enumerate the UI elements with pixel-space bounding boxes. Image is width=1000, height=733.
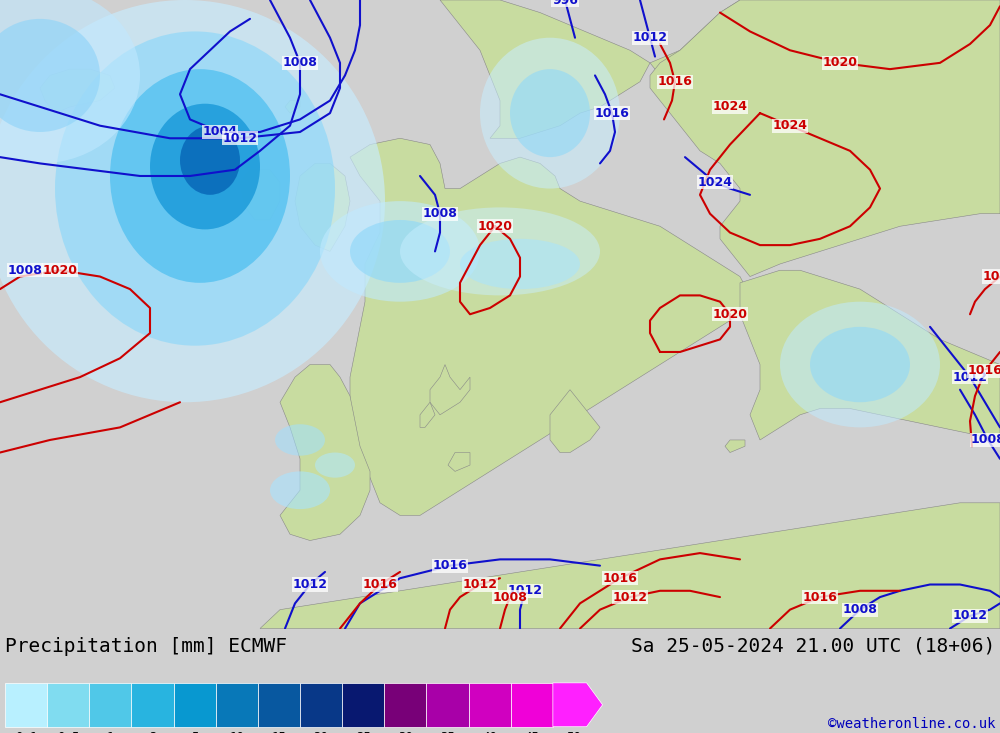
Text: ©weatheronline.co.uk: ©weatheronline.co.uk bbox=[828, 717, 995, 731]
Bar bbox=[5, 683, 47, 726]
Polygon shape bbox=[430, 364, 470, 415]
Text: 1012: 1012 bbox=[952, 371, 988, 383]
Bar bbox=[174, 683, 216, 726]
Text: 1020: 1020 bbox=[478, 220, 512, 233]
Text: 5: 5 bbox=[191, 731, 198, 733]
Bar bbox=[89, 683, 131, 726]
Bar bbox=[342, 683, 384, 726]
Text: 1016: 1016 bbox=[595, 106, 629, 119]
Text: 1008: 1008 bbox=[971, 433, 1000, 446]
Ellipse shape bbox=[780, 302, 940, 427]
Text: 1016: 1016 bbox=[603, 572, 637, 585]
Text: 1012: 1012 bbox=[612, 591, 648, 603]
Text: 1008: 1008 bbox=[283, 56, 317, 70]
Text: 1012: 1012 bbox=[292, 578, 328, 591]
Polygon shape bbox=[740, 270, 1000, 440]
Text: 996: 996 bbox=[552, 0, 578, 7]
Text: 45: 45 bbox=[524, 731, 539, 733]
Bar bbox=[216, 683, 258, 726]
Ellipse shape bbox=[0, 19, 100, 132]
Text: 1012: 1012 bbox=[222, 132, 258, 145]
Text: 50: 50 bbox=[566, 731, 581, 733]
Text: 1012: 1012 bbox=[462, 578, 498, 591]
Ellipse shape bbox=[810, 327, 910, 402]
Polygon shape bbox=[650, 0, 1000, 276]
Bar bbox=[426, 683, 469, 726]
Text: 1004: 1004 bbox=[202, 125, 238, 139]
Text: 1020: 1020 bbox=[822, 56, 858, 70]
Text: 1012: 1012 bbox=[508, 584, 542, 597]
Text: Precipitation [mm] ECMWF: Precipitation [mm] ECMWF bbox=[5, 637, 287, 656]
Ellipse shape bbox=[275, 424, 325, 456]
Text: 1008: 1008 bbox=[843, 603, 877, 616]
Polygon shape bbox=[260, 503, 1000, 628]
Text: 2: 2 bbox=[149, 731, 156, 733]
Ellipse shape bbox=[110, 69, 290, 283]
Ellipse shape bbox=[315, 452, 355, 478]
Polygon shape bbox=[40, 69, 115, 113]
Polygon shape bbox=[350, 139, 750, 515]
Text: 1008: 1008 bbox=[423, 207, 457, 220]
Text: 1012: 1012 bbox=[633, 32, 668, 44]
Ellipse shape bbox=[0, 0, 140, 163]
Text: 15: 15 bbox=[271, 731, 286, 733]
Polygon shape bbox=[280, 364, 370, 540]
Text: 1008: 1008 bbox=[8, 264, 42, 277]
Polygon shape bbox=[440, 0, 650, 139]
Ellipse shape bbox=[0, 0, 385, 402]
Ellipse shape bbox=[55, 32, 335, 346]
Text: 0.1: 0.1 bbox=[15, 731, 37, 733]
Polygon shape bbox=[650, 0, 820, 95]
Ellipse shape bbox=[480, 37, 620, 188]
Bar bbox=[300, 683, 342, 726]
Bar bbox=[511, 683, 553, 726]
Text: 1020: 1020 bbox=[42, 264, 78, 277]
Ellipse shape bbox=[270, 471, 330, 509]
Text: 40: 40 bbox=[482, 731, 497, 733]
Ellipse shape bbox=[510, 69, 590, 157]
Polygon shape bbox=[295, 163, 350, 251]
Text: 0.5: 0.5 bbox=[57, 731, 79, 733]
Polygon shape bbox=[448, 452, 470, 471]
Ellipse shape bbox=[180, 125, 240, 195]
Text: 1024: 1024 bbox=[698, 176, 732, 189]
Bar bbox=[469, 683, 511, 726]
Polygon shape bbox=[285, 100, 300, 113]
Text: 1016: 1016 bbox=[363, 578, 397, 591]
Polygon shape bbox=[420, 402, 435, 427]
Polygon shape bbox=[553, 683, 603, 726]
Polygon shape bbox=[725, 440, 745, 452]
Text: 1012: 1012 bbox=[952, 609, 988, 622]
Text: 25: 25 bbox=[356, 731, 371, 733]
Text: 1016: 1016 bbox=[433, 559, 467, 572]
Polygon shape bbox=[240, 170, 280, 220]
Text: 10: 10 bbox=[229, 731, 244, 733]
Bar bbox=[258, 683, 300, 726]
Text: 35: 35 bbox=[440, 731, 455, 733]
Text: 30: 30 bbox=[398, 731, 413, 733]
Text: 1020: 1020 bbox=[982, 270, 1000, 283]
Text: 1016: 1016 bbox=[658, 75, 692, 88]
Text: 1020: 1020 bbox=[712, 308, 748, 321]
Ellipse shape bbox=[460, 239, 580, 289]
Ellipse shape bbox=[400, 207, 600, 295]
Text: 20: 20 bbox=[314, 731, 329, 733]
Ellipse shape bbox=[350, 220, 450, 283]
Text: 1008: 1008 bbox=[493, 591, 527, 603]
Text: 1016: 1016 bbox=[803, 591, 837, 603]
Text: 1024: 1024 bbox=[712, 100, 748, 114]
Bar bbox=[47, 683, 89, 726]
Polygon shape bbox=[550, 390, 600, 452]
Text: 1016: 1016 bbox=[968, 364, 1000, 377]
Bar bbox=[131, 683, 174, 726]
Bar bbox=[384, 683, 426, 726]
Text: 1024: 1024 bbox=[772, 119, 808, 132]
Ellipse shape bbox=[320, 201, 480, 302]
Text: 1: 1 bbox=[107, 731, 114, 733]
Ellipse shape bbox=[150, 103, 260, 229]
Text: Sa 25-05-2024 21.00 UTC (18+06): Sa 25-05-2024 21.00 UTC (18+06) bbox=[631, 637, 995, 656]
